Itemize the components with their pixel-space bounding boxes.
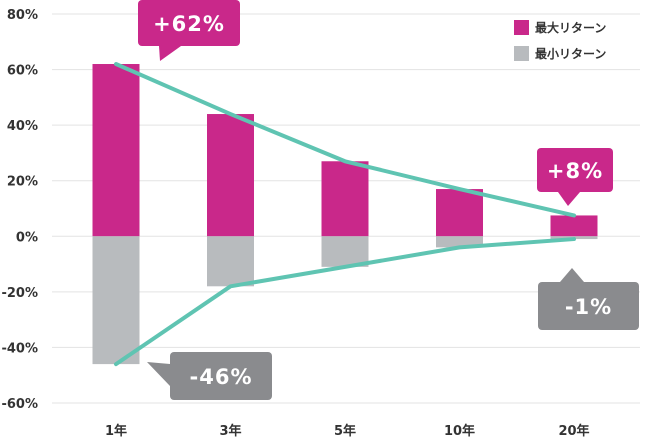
y-tick-label: -20% bbox=[1, 286, 38, 301]
min-return-bar bbox=[436, 236, 483, 248]
min-return-bar bbox=[321, 236, 369, 267]
callout-tail bbox=[558, 192, 580, 206]
callout-box bbox=[170, 352, 272, 400]
callouts: +62% +8% -46% -1% bbox=[138, 0, 639, 400]
max-return-bar bbox=[550, 215, 598, 237]
callout-label: +8% bbox=[547, 159, 603, 183]
y-tick-label: 0% bbox=[16, 230, 38, 245]
legend-swatch bbox=[514, 46, 529, 61]
x-tick-label: 5年 bbox=[334, 423, 356, 439]
callout-label: -1% bbox=[565, 295, 612, 319]
callout-box bbox=[537, 148, 613, 192]
x-tick-label: 3年 bbox=[219, 423, 241, 439]
legend-label: 最大リターン bbox=[535, 20, 606, 35]
y-tick-label: 20% bbox=[7, 175, 38, 190]
x-tick-label: 20年 bbox=[558, 423, 589, 439]
x-axis-ticks: 1年 3年 5年 10年 20年 bbox=[105, 423, 590, 439]
callout-tail bbox=[560, 268, 584, 282]
legend-label: 最小リターン bbox=[535, 46, 606, 61]
max-return-bar bbox=[207, 114, 254, 237]
min-return-bar bbox=[92, 236, 140, 365]
callout-box bbox=[138, 0, 240, 46]
callout-tail bbox=[159, 46, 181, 61]
y-tick-label: 40% bbox=[7, 119, 38, 134]
y-tick-label: 60% bbox=[7, 64, 38, 79]
legend-swatch bbox=[514, 20, 529, 35]
max-return-bar bbox=[92, 64, 140, 237]
bars bbox=[92, 64, 598, 365]
min-return-bar bbox=[207, 236, 254, 287]
x-tick-label: 1年 bbox=[105, 423, 127, 439]
max-return-bar bbox=[436, 189, 483, 237]
callout-label: -46% bbox=[190, 365, 253, 389]
min-trend-line bbox=[114, 237, 576, 367]
callout-tail bbox=[147, 362, 170, 386]
max-return-bar bbox=[321, 161, 369, 237]
x-tick-label: 10年 bbox=[444, 423, 475, 439]
callout: -46% bbox=[147, 352, 272, 400]
y-axis-ticks: 80% 60% 40% 20% 0% -20% -40% -60% bbox=[1, 8, 38, 412]
callout: +8% bbox=[537, 148, 613, 206]
trend-lines bbox=[114, 62, 576, 367]
callout-label: +62% bbox=[153, 12, 225, 36]
callout-box bbox=[538, 282, 639, 330]
y-tick-label: 80% bbox=[7, 8, 38, 23]
y-tick-label: -40% bbox=[1, 341, 38, 356]
callout: +62% bbox=[138, 0, 240, 61]
y-tick-label: -60% bbox=[1, 397, 38, 412]
callout: -1% bbox=[538, 268, 639, 330]
max-trend-line bbox=[114, 62, 576, 218]
